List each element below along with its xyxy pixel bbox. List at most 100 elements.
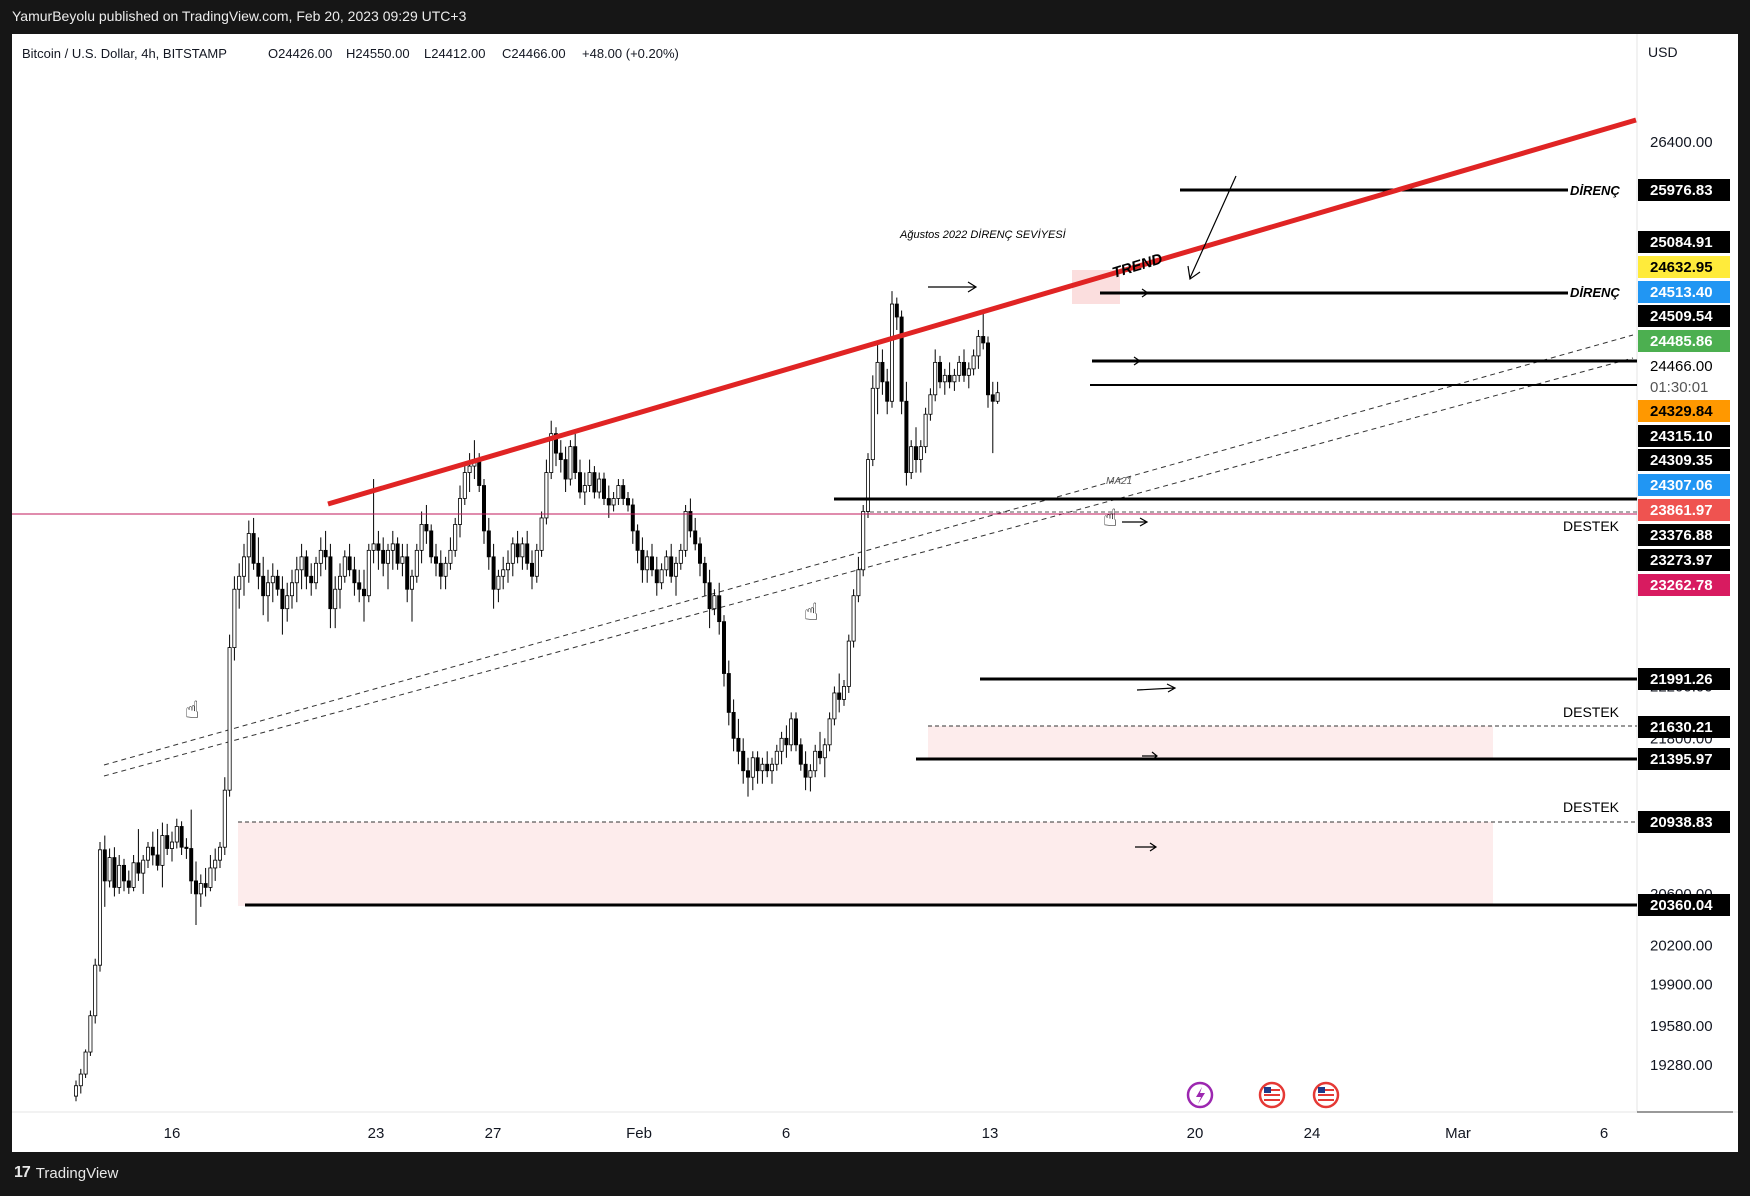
price-tag: [1638, 256, 1730, 278]
candle-body: [942, 374, 947, 383]
price-tag-label: 21395.97: [1650, 751, 1713, 768]
price-tag: [1638, 376, 1730, 398]
legend-high: H24550.00: [346, 46, 410, 61]
arrow-annotations: [928, 175, 1237, 852]
hand-pointer-icon: ☝: [185, 697, 200, 724]
candle-body: [539, 517, 544, 551]
candle-body: [534, 549, 539, 577]
candle-body: [803, 763, 808, 778]
candle-body: [774, 750, 779, 765]
candle-body: [765, 763, 770, 772]
candle-body: [501, 569, 506, 577]
candle-body: [136, 862, 141, 874]
candle-body: [904, 400, 909, 473]
candle-body: [481, 485, 486, 532]
candle-body: [342, 556, 347, 577]
candle-body: [861, 511, 866, 571]
candle-body: [794, 718, 799, 746]
price-tag-label: 23273.97: [1650, 552, 1713, 569]
arrow-icon: [1127, 356, 1142, 366]
candle-body: [237, 575, 242, 590]
candle-body: [554, 433, 559, 454]
candle-body: [112, 857, 117, 888]
destek-label-1: DESTEK: [1563, 518, 1620, 534]
price-tag: [1638, 330, 1730, 352]
price-tag-label: 01:30:01: [1650, 379, 1708, 396]
candle-body: [822, 744, 827, 759]
price-tag: [1638, 574, 1730, 596]
price-tag-label: 23262.78: [1650, 577, 1713, 594]
x-tick-label: 6: [1600, 1125, 1608, 1142]
candle-body: [645, 556, 650, 571]
chart-panel: [12, 34, 1738, 1152]
candle-body: [635, 530, 640, 551]
us-flag-icon[interactable]: [1312, 1081, 1340, 1109]
candle-body: [477, 459, 482, 486]
candle-body: [122, 864, 127, 882]
candle-body: [409, 575, 414, 590]
august-level-label: Ağustos 2022 DİRENÇ SEVİYESİ: [899, 229, 1067, 241]
candle-body: [846, 640, 851, 687]
arrow-icon: [1135, 842, 1158, 852]
hand-pointer-icon: ☝: [804, 599, 819, 626]
candle-body: [83, 1051, 88, 1075]
legend-open: O24426.00: [268, 46, 332, 61]
candle-body: [117, 864, 122, 888]
price-tag: [1638, 524, 1730, 546]
x-tick-label: 24: [1304, 1125, 1321, 1142]
candle-body: [669, 556, 674, 577]
candle-body: [198, 883, 203, 895]
candle-body: [530, 562, 535, 577]
candle-body: [827, 718, 832, 746]
candle-body: [971, 355, 976, 370]
ma21-label: MA21: [1106, 476, 1132, 487]
candle-body: [549, 433, 554, 473]
candle-body: [578, 472, 583, 493]
candle-body: [241, 556, 246, 577]
candle-body: [98, 849, 103, 966]
tradingview-footer[interactable]: 17 TradingView: [14, 1164, 118, 1182]
candle-body: [371, 543, 376, 551]
price-tag-label: 23861.97: [1650, 502, 1713, 519]
candle-body: [702, 562, 707, 584]
price-tag-label: 25084.91: [1650, 234, 1713, 251]
price-tag: [1638, 231, 1730, 253]
candle-body: [309, 575, 314, 584]
candle-body: [304, 556, 309, 577]
candle-body: [650, 556, 655, 571]
trend-line[interactable]: [327, 117, 1637, 507]
candle-body: [285, 595, 290, 610]
price-tag-label: 21630.21: [1650, 719, 1713, 736]
candle-body: [842, 686, 847, 700]
destek-label-2: DESTEK: [1563, 704, 1620, 720]
candle-body: [443, 562, 448, 577]
event-icons[interactable]: [1186, 1081, 1340, 1109]
candle-body: [246, 533, 251, 558]
candle-body: [544, 472, 549, 519]
candle-body: [505, 562, 510, 571]
price-tag: [1638, 716, 1730, 738]
candle-body: [698, 543, 703, 564]
y-tick-label: 19580.00: [1650, 1018, 1713, 1035]
y-tick-label: 20200.00: [1650, 938, 1713, 955]
legend-symbol: Bitcoin / U.S. Dollar, 4h, BITSTAMP: [22, 46, 227, 61]
candle-body: [587, 472, 592, 486]
price-tag: [1638, 281, 1730, 303]
y-tick-label: 26400.00: [1650, 134, 1713, 151]
candle-body: [568, 446, 573, 480]
candle-body: [208, 867, 213, 888]
us-flag-icon[interactable]: [1258, 1081, 1286, 1109]
candle-body: [890, 303, 895, 402]
x-axis-ticks: 16 23 27 Feb 6 13 20 24 Mar 6: [164, 1125, 1609, 1142]
candle-body: [621, 485, 626, 499]
candle-body: [361, 588, 366, 597]
candle-body: [74, 1085, 79, 1097]
candle-body: [630, 504, 635, 532]
candle-body: [424, 524, 429, 532]
candle-body: [938, 361, 943, 383]
price-labels: 25976.83 25084.91 24632.95 24513.40 24509.54…: [1638, 179, 1730, 916]
price-tag-label: 24632.95: [1650, 259, 1713, 276]
candle-body: [520, 543, 525, 558]
candle-body: [145, 846, 150, 861]
candle-body: [914, 446, 919, 461]
